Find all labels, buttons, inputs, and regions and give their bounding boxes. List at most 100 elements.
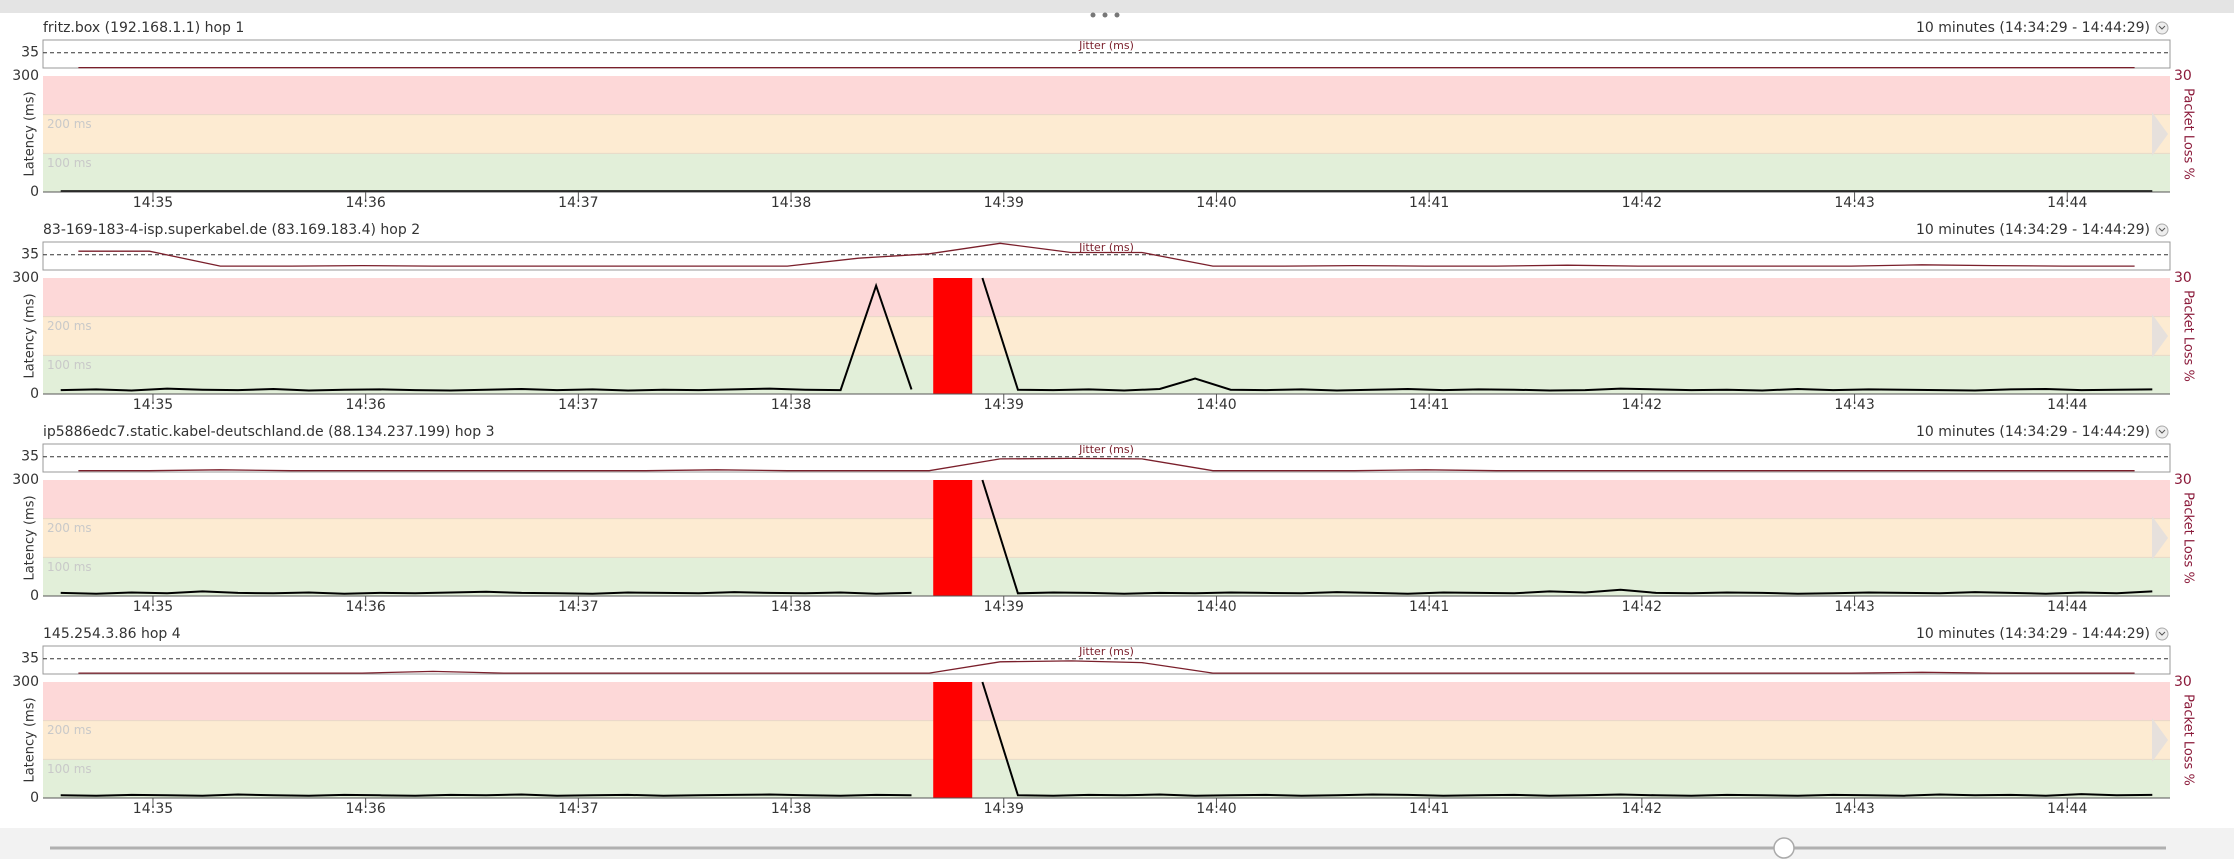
range-dropdown[interactable] — [2155, 21, 2169, 35]
threshold-label: 200 ms — [47, 319, 92, 333]
y-tick-label: 0 — [30, 184, 39, 200]
latency-band — [43, 720, 2170, 760]
time-range: 10 minutes (14:34:29 - 14:44:29) — [1916, 424, 2150, 440]
latency-line — [60, 479, 2153, 595]
range-dropdown[interactable] — [2155, 627, 2169, 641]
y-tick-label: 0 — [30, 790, 39, 806]
threshold-label: 200 ms — [47, 521, 92, 535]
drag-handle[interactable] — [1090, 12, 1120, 18]
x-tick-label: 14:38 — [771, 801, 811, 817]
expand-arrow[interactable] — [2152, 718, 2168, 762]
dropdown-chevron — [2158, 631, 2166, 636]
y-axis-label: Latency (ms) — [23, 697, 38, 782]
latency-band — [43, 76, 2170, 115]
x-tick-label: 14:42 — [1622, 599, 1662, 615]
x-tick-label: 14:37 — [558, 195, 598, 211]
top-bar — [0, 0, 2234, 13]
latency-line — [60, 681, 2153, 797]
x-tick-label: 14:42 — [1622, 801, 1662, 817]
range-dropdown[interactable] — [2155, 425, 2169, 439]
x-tick-label: 14:39 — [984, 801, 1024, 817]
y2-axis-label: Packet Loss % — [2181, 492, 2196, 584]
latency-band — [43, 759, 2170, 798]
hop-title: ip5886edc7.static.kabel-deutschland.de (… — [43, 424, 494, 440]
jitter-area — [42, 39, 2171, 69]
hop-title: fritz.box (192.168.1.1) hop 1 — [43, 20, 244, 36]
x-tick-label: 14:35 — [133, 801, 173, 817]
time-range: 10 minutes (14:34:29 - 14:44:29) — [1916, 20, 2150, 36]
slider-knob[interactable] — [1773, 837, 1795, 859]
x-tick-label: 14:44 — [2047, 801, 2087, 817]
x-tick-label: 14:38 — [771, 397, 811, 413]
y2-axis-label: Packet Loss % — [2181, 290, 2196, 382]
latency-band — [43, 355, 2170, 394]
latency-band — [43, 682, 2170, 721]
x-tick-label: 14:40 — [1196, 195, 1236, 211]
y-tick-label: 300 — [12, 68, 39, 84]
y-tick-label: 0 — [30, 386, 39, 402]
x-tick-label: 14:40 — [1196, 599, 1236, 615]
x-tick-label: 14:43 — [1834, 195, 1874, 211]
range-dropdown[interactable] — [2155, 223, 2169, 237]
x-tick-label: 14:41 — [1409, 195, 1449, 211]
jitter-label: Jitter (ms) — [1078, 39, 1134, 52]
x-tick-label: 14:36 — [345, 195, 385, 211]
y2-tick-label: 30 — [2174, 68, 2192, 84]
dropdown-chevron — [2158, 227, 2166, 232]
jitter-area — [42, 645, 2171, 675]
jitter-tick-label: 35 — [21, 247, 39, 263]
dropdown-chevron — [2158, 25, 2166, 30]
dot — [1114, 12, 1120, 18]
threshold-label: 200 ms — [47, 723, 92, 737]
threshold-label: 200 ms — [47, 117, 92, 131]
x-tick-label: 14:36 — [345, 599, 385, 615]
x-tick-label: 14:39 — [984, 599, 1024, 615]
x-tick-label: 14:41 — [1409, 397, 1449, 413]
y-tick-label: 300 — [12, 270, 39, 286]
jitter-label: Jitter (ms) — [1078, 443, 1134, 456]
hop-panel: 145.254.3.86 hop 4 10 minutes (14:34:29 -… — [12, 626, 2195, 817]
x-tick-label: 14:37 — [558, 599, 598, 615]
y2-tick-label: 30 — [2174, 472, 2192, 488]
x-tick-label: 14:36 — [345, 397, 385, 413]
expand-arrow[interactable] — [2152, 314, 2168, 358]
y2-tick-label: 30 — [2174, 674, 2192, 690]
latency-line — [60, 277, 2153, 392]
expand-arrow[interactable] — [2152, 516, 2168, 560]
x-tick-label: 14:39 — [984, 397, 1024, 413]
y-tick-label: 300 — [12, 472, 39, 488]
packet-loss-bar — [933, 278, 973, 394]
x-tick-label: 14:38 — [771, 195, 811, 211]
threshold-label: 100 ms — [47, 560, 92, 574]
y2-axis-label: Packet Loss % — [2181, 694, 2196, 786]
latency-band — [43, 518, 2170, 558]
x-tick-label: 14:38 — [771, 599, 811, 615]
x-tick-label: 14:42 — [1622, 397, 1662, 413]
x-tick-label: 14:39 — [984, 195, 1024, 211]
jitter-line — [78, 457, 2135, 472]
hop-panel: ip5886edc7.static.kabel-deutschland.de (… — [12, 424, 2195, 615]
x-tick-label: 14:35 — [133, 397, 173, 413]
hop-panel: 83-169-183-4-isp.superkabel.de (83.169.1… — [12, 222, 2195, 413]
y2-axis-label: Packet Loss % — [2181, 88, 2196, 180]
dropdown-chevron — [2158, 429, 2166, 434]
packet-loss-bar — [933, 682, 973, 798]
jitter-label: Jitter (ms) — [1078, 241, 1134, 254]
threshold-label: 100 ms — [47, 762, 92, 776]
x-tick-label: 14:36 — [345, 801, 385, 817]
x-tick-label: 14:44 — [2047, 397, 2087, 413]
x-tick-label: 14:43 — [1834, 599, 1874, 615]
x-tick-label: 14:41 — [1409, 801, 1449, 817]
expand-arrow[interactable] — [2152, 112, 2168, 156]
jitter-tick-label: 35 — [21, 45, 39, 61]
y-axis-label: Latency (ms) — [23, 293, 38, 378]
y-tick-label: 300 — [12, 674, 39, 690]
time-range: 10 minutes (14:34:29 - 14:44:29) — [1916, 626, 2150, 642]
jitter-line — [78, 660, 2135, 674]
time-range: 10 minutes (14:34:29 - 14:44:29) — [1916, 222, 2150, 238]
x-tick-label: 14:37 — [558, 801, 598, 817]
y2-tick-label: 30 — [2174, 270, 2192, 286]
threshold-label: 100 ms — [47, 156, 92, 170]
x-tick-label: 14:44 — [2047, 599, 2087, 615]
